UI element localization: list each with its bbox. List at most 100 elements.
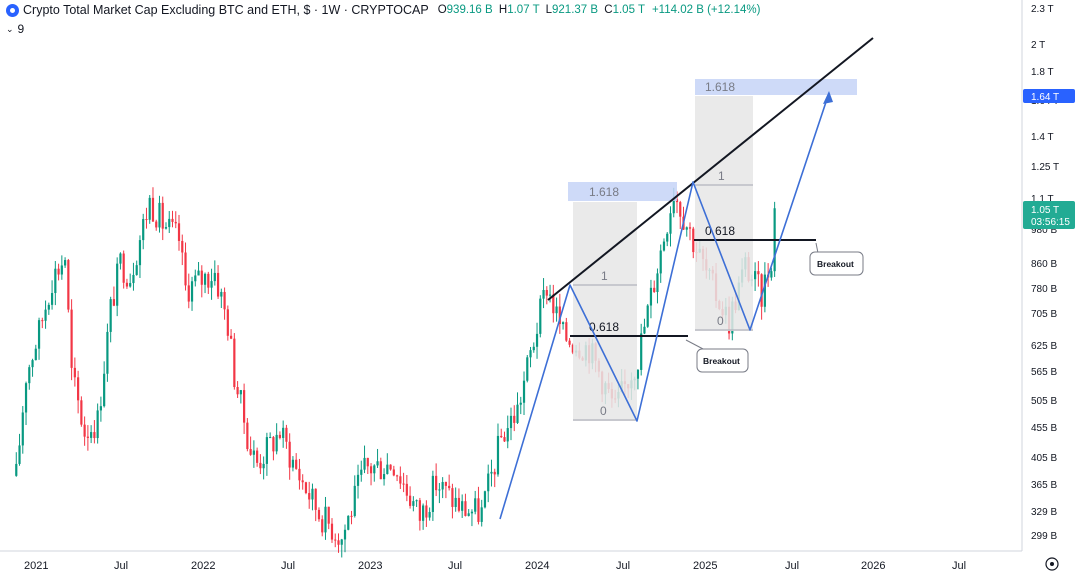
candle-body <box>220 291 223 297</box>
candle-body <box>389 464 392 470</box>
candle-body <box>330 523 334 540</box>
candle-body <box>298 468 301 481</box>
chart-settings-icon[interactable] <box>1045 557 1059 571</box>
y-tick-label: 505 B <box>1031 396 1057 407</box>
candle-body <box>640 333 643 370</box>
candle-body <box>213 272 216 282</box>
candle-body <box>158 202 161 228</box>
candle-body <box>337 540 340 545</box>
candle-body <box>151 197 155 222</box>
candle-body <box>754 271 757 280</box>
candle-body <box>216 272 220 297</box>
candle-body <box>770 271 773 278</box>
candle-body <box>369 466 373 474</box>
candle-body <box>327 506 330 524</box>
indicators-toggle[interactable]: ⌄ 9 <box>6 22 24 36</box>
y-tick-label: 705 B <box>1031 309 1057 320</box>
candle-body <box>190 281 194 302</box>
candle-body <box>350 515 353 517</box>
candle-body <box>177 223 181 241</box>
candle-body <box>155 221 158 228</box>
candle-body <box>67 260 70 310</box>
ohlc-close-key: C <box>604 4 613 16</box>
y-tick-label: 329 B <box>1031 507 1057 518</box>
fib-2-label-1: 1 <box>718 169 725 183</box>
candle-body <box>265 437 268 464</box>
candle-body <box>477 498 480 522</box>
y-axis[interactable]: 2.3 T 2 T 1.8 T 1.64 T 1.4 T 1.25 T 1.1 … <box>1023 4 1075 542</box>
ohlc-low-key: L <box>545 4 553 16</box>
candle-body <box>301 480 304 483</box>
candle-body <box>249 449 252 455</box>
x-tick-label: 2026 <box>861 560 885 572</box>
candle-body <box>548 294 552 296</box>
breakout-callout-2[interactable]: Breakout <box>809 242 864 276</box>
ohlc-high-value: 1.07 T <box>507 4 540 16</box>
x-tick-label: Jul <box>281 560 295 572</box>
x-tick-label: 2022 <box>191 560 215 572</box>
candle-body <box>148 197 151 220</box>
projection-path[interactable] <box>499 92 830 520</box>
candle-body <box>288 441 291 468</box>
candle-body <box>340 539 343 545</box>
candle-body <box>24 383 28 413</box>
candle-body <box>28 367 31 384</box>
candle-body <box>435 475 438 491</box>
candle-body <box>272 437 275 452</box>
x-axis[interactable]: 2021 Jul 2022 Jul 2023 Jul 2024 Jul 2025… <box>24 557 1059 572</box>
candle-body <box>80 400 83 425</box>
candle-body <box>275 434 278 452</box>
candle-body <box>34 348 37 361</box>
callout-1-leader <box>685 339 706 351</box>
candle-body <box>542 289 545 299</box>
candle-body <box>132 274 135 284</box>
candle-body <box>194 275 197 282</box>
current-price-badge <box>1023 201 1075 229</box>
candle-body <box>44 309 47 321</box>
candle-body <box>252 450 255 455</box>
candle-body <box>415 500 418 502</box>
candle-body <box>125 282 129 287</box>
symbol-title: Crypto Total Market Cap Excluding BTC an… <box>23 3 429 17</box>
y-tick-label: 1.25 T <box>1031 162 1059 173</box>
candle-body <box>402 483 405 485</box>
candle-body <box>672 199 675 214</box>
candle-body <box>461 501 464 511</box>
breakout-callout-1[interactable]: Breakout <box>685 339 749 373</box>
candle-body <box>532 346 535 351</box>
x-tick-label: 2023 <box>358 560 382 572</box>
candle-body <box>106 331 109 374</box>
candle-body <box>203 273 207 285</box>
candle-body <box>526 357 529 381</box>
bar-countdown-text: 03:56:15 <box>1031 217 1070 228</box>
candle-body <box>392 469 395 476</box>
candle-body <box>649 287 653 306</box>
candle-body <box>571 344 574 353</box>
candle-body <box>493 471 496 475</box>
symbol-legend[interactable]: Crypto Total Market Cap Excluding BTC an… <box>6 3 760 17</box>
candle-body <box>487 473 490 492</box>
candle-body <box>171 218 174 222</box>
candle-body <box>656 273 659 293</box>
resistance-trendline[interactable] <box>547 37 874 301</box>
y-tick-label: 565 B <box>1031 367 1057 378</box>
candle-body <box>233 338 236 388</box>
candle-body <box>360 469 363 475</box>
candle-body <box>366 457 369 467</box>
ohlc-open-value: 939.16 B <box>446 4 493 16</box>
fib-retracement-1[interactable]: 1.618 1 0.618 0 <box>568 182 677 421</box>
candle-body <box>226 309 229 336</box>
price-change: +114.02 B (+12.14%) <box>651 4 761 16</box>
candle-body <box>535 333 539 347</box>
x-tick-label: 2025 <box>693 560 717 572</box>
candle-body <box>278 434 282 438</box>
candle-body <box>138 240 142 266</box>
fib-2-label-1618: 1.618 <box>705 80 735 94</box>
candle-body <box>236 387 239 395</box>
x-tick-label: Jul <box>114 560 128 572</box>
x-tick-label: Jul <box>616 560 630 572</box>
candle-body <box>145 219 148 221</box>
callout-2-box <box>809 251 864 276</box>
candle-body <box>73 367 76 378</box>
